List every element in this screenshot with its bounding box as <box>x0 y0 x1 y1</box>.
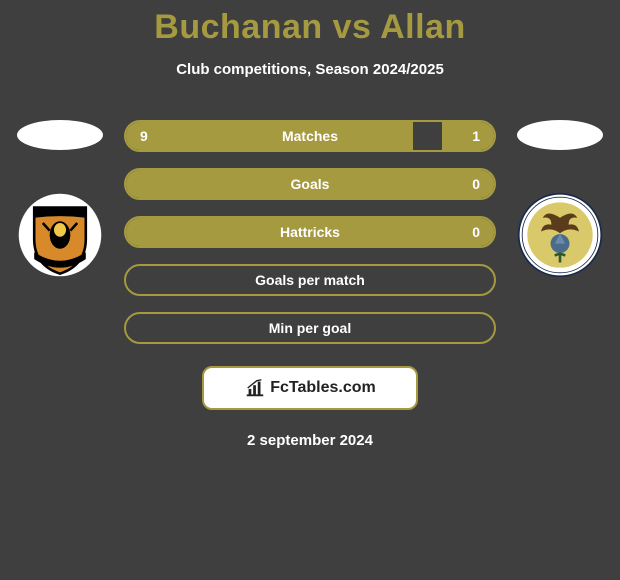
right-player-col <box>500 120 620 278</box>
subtitle: Club competitions, Season 2024/2025 <box>0 61 620 78</box>
stat-value-right: 1 <box>472 128 480 144</box>
bar-chart-icon <box>244 377 266 399</box>
page-title: Buchanan vs Allan <box>0 0 620 47</box>
left-player-avatar <box>17 120 103 150</box>
branding-text: FcTables.com <box>270 379 376 397</box>
stat-value-right: 0 <box>472 176 480 192</box>
stat-label: Goals <box>126 176 494 192</box>
left-player-col <box>0 120 120 278</box>
stat-bar-hattricks: Hattricks 0 <box>124 216 496 248</box>
left-club-crest <box>17 192 103 278</box>
stat-label: Min per goal <box>126 320 494 336</box>
stat-label: Matches <box>126 128 494 144</box>
stat-bar-goals: Goals 0 <box>124 168 496 200</box>
branding-box[interactable]: FcTables.com <box>202 366 418 410</box>
right-club-crest <box>517 192 603 278</box>
stat-bar-matches: 9 Matches 1 <box>124 120 496 152</box>
date-text: 2 september 2024 <box>0 432 620 449</box>
stat-bar-goals-per-match: Goals per match <box>124 264 496 296</box>
stat-value-right: 0 <box>472 224 480 240</box>
stat-label: Goals per match <box>126 272 494 288</box>
stats-column: 9 Matches 1 Goals 0 Hattricks 0 Goals pe… <box>120 120 500 344</box>
stat-label: Hattricks <box>126 224 494 240</box>
right-player-avatar <box>517 120 603 150</box>
stat-bar-min-per-goal: Min per goal <box>124 312 496 344</box>
comparison-row: 9 Matches 1 Goals 0 Hattricks 0 Goals pe… <box>0 120 620 344</box>
